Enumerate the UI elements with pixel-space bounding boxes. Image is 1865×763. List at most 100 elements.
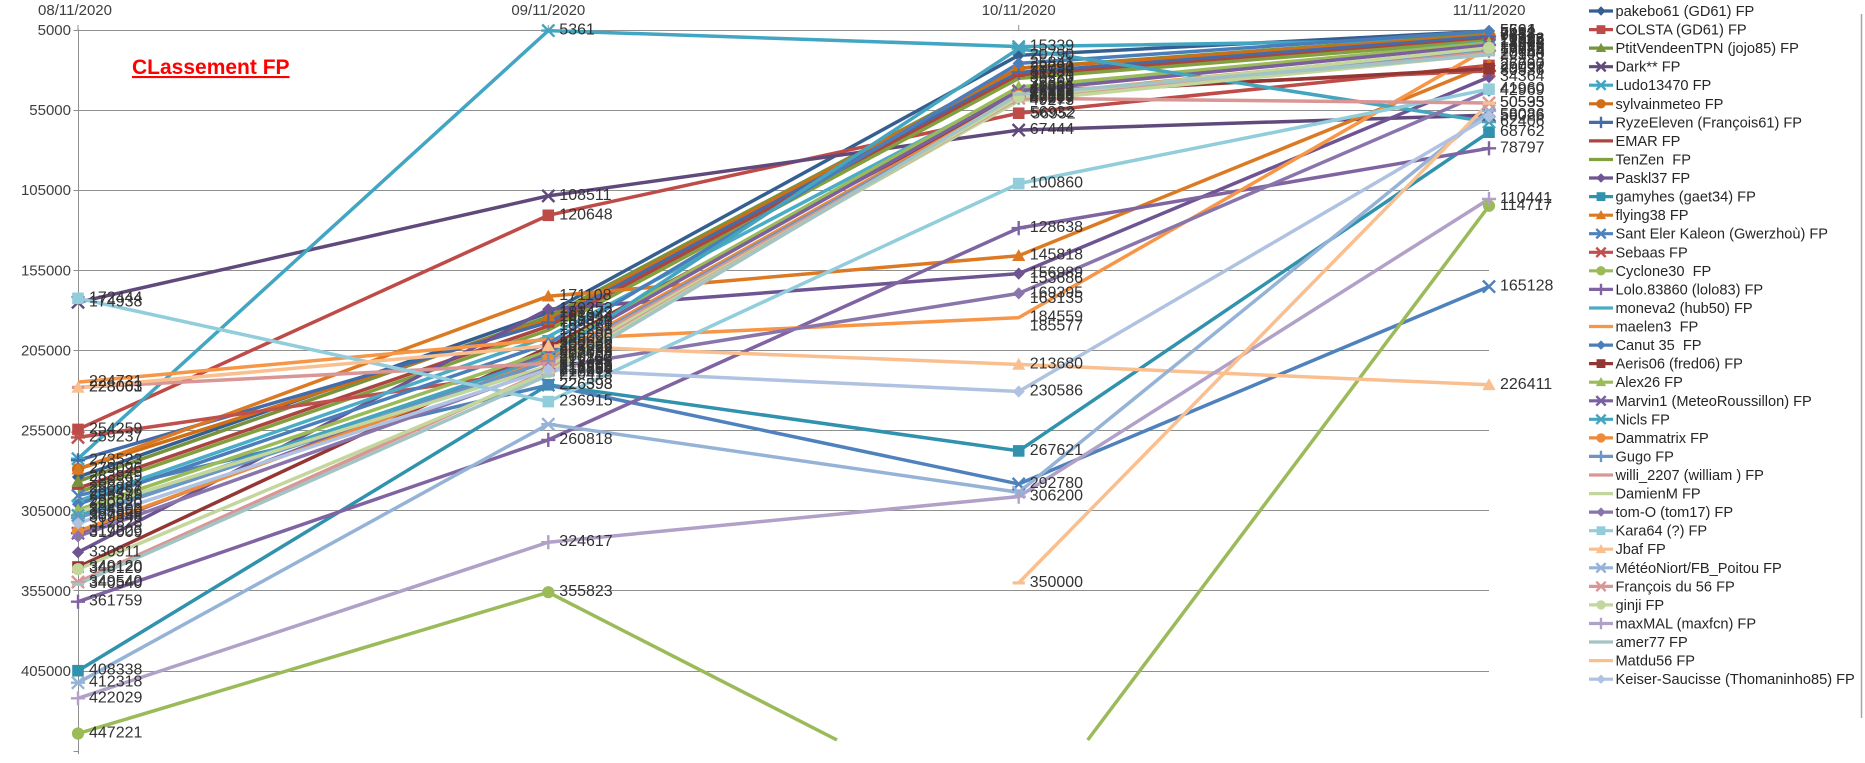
svg-text:31536: 31536 xyxy=(1030,64,1075,81)
svg-text:255000: 255000 xyxy=(21,423,71,440)
svg-text:59026: 59026 xyxy=(1500,108,1545,125)
svg-text:45100: 45100 xyxy=(1030,85,1075,102)
svg-text:28790: 28790 xyxy=(1030,59,1075,76)
svg-text:283949: 283949 xyxy=(89,468,142,485)
svg-text:30536: 30536 xyxy=(1500,62,1545,79)
svg-text:34364: 34364 xyxy=(1500,68,1545,85)
svg-text:56932: 56932 xyxy=(1030,104,1075,121)
svg-text:185938: 185938 xyxy=(559,311,612,328)
svg-text:16016: 16016 xyxy=(1500,39,1545,56)
svg-text:26730: 26730 xyxy=(1500,56,1545,73)
svg-text:5661: 5661 xyxy=(1500,22,1536,39)
svg-text:Sebaas FP: Sebaas FP xyxy=(1616,245,1688,261)
svg-text:447221: 447221 xyxy=(89,725,142,742)
svg-text:205358: 205358 xyxy=(559,342,612,359)
svg-text:216800: 216800 xyxy=(559,360,612,377)
svg-text:50593: 50593 xyxy=(1500,94,1545,111)
svg-text:Keiser-Saucisse (Thomaninho85): Keiser-Saucisse (Thomaninho85) FP xyxy=(1616,672,1855,688)
svg-text:305000: 305000 xyxy=(21,503,71,520)
svg-text:08/11/2020: 08/11/2020 xyxy=(38,2,112,19)
svg-text:361759: 361759 xyxy=(89,593,142,610)
svg-text:226398: 226398 xyxy=(559,376,612,393)
svg-text:319009: 319009 xyxy=(89,524,142,541)
svg-text:412318: 412318 xyxy=(89,674,142,691)
svg-text:10/11/2020: 10/11/2020 xyxy=(982,2,1056,19)
svg-text:273523: 273523 xyxy=(89,451,142,468)
svg-text:Dark** FP: Dark** FP xyxy=(1616,60,1681,76)
svg-text:10928: 10928 xyxy=(1500,31,1545,48)
svg-text:120648: 120648 xyxy=(559,206,612,223)
svg-text:317826: 317826 xyxy=(89,522,142,539)
svg-text:184559: 184559 xyxy=(1030,309,1083,326)
svg-text:maxMAL (maxfcn) FP: maxMAL (maxfcn) FP xyxy=(1616,617,1757,633)
svg-text:10896: 10896 xyxy=(1500,30,1545,47)
svg-text:7482: 7482 xyxy=(1500,25,1536,42)
svg-text:MétéoNiort/FB_Poitou FP: MétéoNiort/FB_Poitou FP xyxy=(1616,561,1782,577)
svg-text:200630: 200630 xyxy=(559,335,612,352)
svg-text:49273: 49273 xyxy=(1030,92,1075,109)
svg-text:Lolo.83860 (lolo83) FP: Lolo.83860 (lolo83) FP xyxy=(1616,282,1764,298)
svg-text:228061: 228061 xyxy=(89,379,142,396)
svg-text:40521: 40521 xyxy=(1030,78,1075,95)
svg-text:45210: 45210 xyxy=(1030,85,1075,102)
svg-text:340540: 340540 xyxy=(89,575,142,592)
svg-text:307956: 307956 xyxy=(89,507,142,524)
svg-text:218612: 218612 xyxy=(559,363,612,380)
svg-text:210358: 210358 xyxy=(559,350,612,367)
svg-text:348120: 348120 xyxy=(89,560,142,577)
svg-text:DamienM FP: DamienM FP xyxy=(1616,487,1701,503)
svg-text:279026: 279026 xyxy=(89,460,142,477)
svg-text:pakebo61 (GD61) FP: pakebo61 (GD61) FP xyxy=(1616,4,1755,20)
svg-text:ginji FP: ginji FP xyxy=(1616,598,1665,614)
svg-text:312828: 312828 xyxy=(89,514,142,531)
svg-text:254259: 254259 xyxy=(89,420,142,437)
svg-text:Marvin1 (MeteoRoussillon) FP: Marvin1 (MeteoRoussillon) FP xyxy=(1616,394,1812,410)
svg-text:213066: 213066 xyxy=(559,354,612,371)
svg-text:11737: 11737 xyxy=(1500,32,1543,49)
svg-text:sylvainmeteo FP: sylvainmeteo FP xyxy=(1616,97,1724,113)
svg-text:165128: 165128 xyxy=(1500,278,1553,295)
svg-text:Jbaf FP: Jbaf FP xyxy=(1616,542,1666,558)
svg-text:46023: 46023 xyxy=(1030,87,1075,104)
svg-text:286592: 286592 xyxy=(89,472,142,489)
svg-text:12654: 12654 xyxy=(1500,33,1545,50)
svg-text:50535: 50535 xyxy=(1500,94,1545,111)
svg-text:COLSTA (GD61) FP: COLSTA (GD61) FP xyxy=(1616,23,1747,39)
svg-text:20148: 20148 xyxy=(1500,45,1545,62)
svg-text:105000: 105000 xyxy=(21,182,71,199)
svg-text:185577: 185577 xyxy=(1030,317,1083,334)
svg-text:5361: 5361 xyxy=(559,22,595,39)
svg-text:27097: 27097 xyxy=(1500,56,1545,73)
svg-text:224731: 224731 xyxy=(89,373,142,390)
svg-text:228003: 228003 xyxy=(89,378,142,395)
svg-text:39364: 39364 xyxy=(1030,75,1075,92)
svg-text:amer77 FP: amer77 FP xyxy=(1616,635,1688,651)
svg-text:171108: 171108 xyxy=(559,287,611,304)
svg-text:216864: 216864 xyxy=(559,361,612,378)
svg-text:Canut 35 FP: Canut 35 FP xyxy=(1616,338,1702,354)
svg-text:110441: 110441 xyxy=(1500,190,1552,207)
svg-text:35230: 35230 xyxy=(1030,69,1075,86)
svg-text:42969: 42969 xyxy=(1500,82,1545,99)
svg-text:305850: 305850 xyxy=(89,503,142,520)
svg-text:156989: 156989 xyxy=(1030,265,1083,282)
svg-text:207066: 207066 xyxy=(559,345,612,362)
svg-text:68762: 68762 xyxy=(1500,123,1545,140)
svg-text:Aeris06 (fred06) FP: Aeris06 (fred06) FP xyxy=(1616,357,1743,373)
svg-text:422029: 422029 xyxy=(89,689,142,706)
svg-text:48317: 48317 xyxy=(1030,90,1075,107)
svg-text:43279: 43279 xyxy=(1030,82,1075,99)
svg-text:169395: 169395 xyxy=(1030,284,1083,301)
svg-text:56952: 56952 xyxy=(1031,106,1076,123)
svg-text:153686: 153686 xyxy=(1030,270,1083,287)
svg-text:62406: 62406 xyxy=(1500,113,1545,130)
svg-text:20500: 20500 xyxy=(1500,46,1545,63)
svg-text:324617: 324617 xyxy=(559,533,612,550)
svg-text:Paskl37 FP: Paskl37 FP xyxy=(1616,171,1691,187)
svg-text:11/11/2020: 11/11/2020 xyxy=(1453,2,1526,19)
svg-text:192268: 192268 xyxy=(559,321,612,338)
svg-text:340120: 340120 xyxy=(89,558,142,575)
svg-text:François du 56 FP: François du 56 FP xyxy=(1616,579,1735,595)
svg-text:213680: 213680 xyxy=(1030,355,1083,372)
svg-text:211795: 211795 xyxy=(559,352,611,369)
